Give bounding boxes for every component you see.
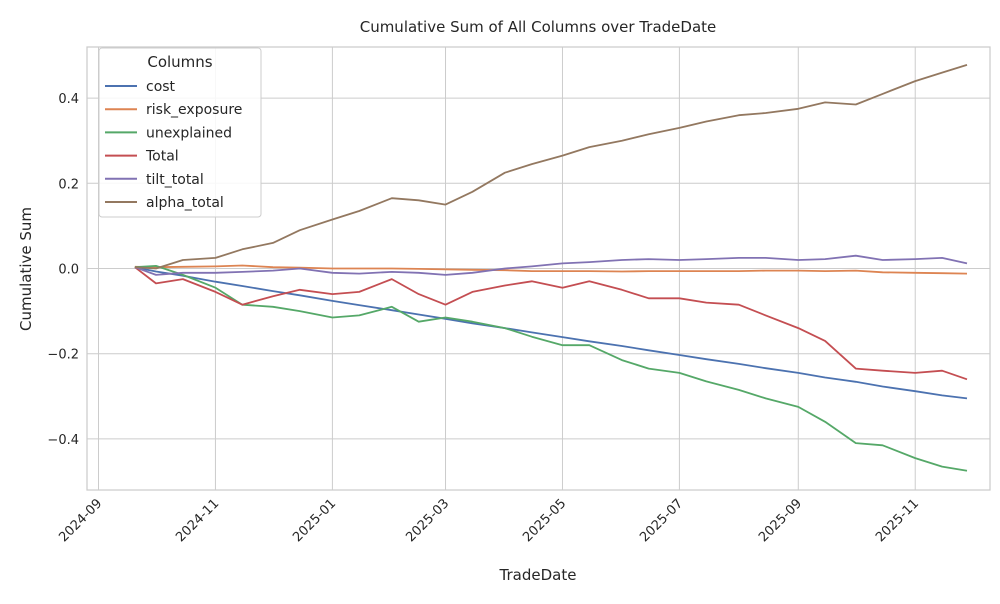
series-line-unexplained [134, 264, 968, 472]
x-tick-label: 2025-03 [403, 496, 452, 545]
x-tick-label: 2025-09 [756, 496, 805, 545]
legend-label: cost [146, 79, 176, 95]
legend-label: alpha_total [146, 195, 224, 211]
legend-label: risk_exposure [146, 102, 242, 118]
y-tick-label: −0.4 [47, 433, 79, 448]
legend: Columns cost risk_exposure unexplained Total… [98, 47, 262, 218]
series-lines [134, 64, 968, 472]
series-line-alpha-total [134, 64, 968, 270]
chart-title: Cumulative Sum of All Columns over Trade… [360, 18, 717, 36]
legend-label: tilt_total [146, 172, 204, 188]
x-tick-label: 2024-09 [56, 496, 105, 545]
legend-title: Columns [147, 53, 212, 71]
y-tick-label: 0.4 [58, 92, 79, 107]
x-tick-label: 2025-07 [637, 496, 686, 545]
series-line-total [134, 266, 968, 381]
series-line-risk-exposure [134, 264, 968, 275]
y-tick-label: 0.2 [58, 177, 79, 192]
x-tick-label: 2025-01 [290, 496, 339, 545]
plot-area-border [86, 46, 991, 491]
y-tick-label: 0.0 [58, 263, 79, 278]
x-axis-label: TradeDate [499, 566, 577, 584]
x-tick-label: 2025-05 [520, 496, 569, 545]
legend-box [98, 47, 262, 218]
series-line-cost [134, 266, 968, 400]
plot-frame [86, 46, 991, 491]
series-line-tilt-total [134, 254, 968, 276]
x-tick-label: 2024-11 [173, 496, 222, 545]
legend-label: Total [145, 149, 179, 165]
y-axis-label: Cumulative Sum [17, 207, 35, 331]
legend-label: unexplained [146, 125, 232, 141]
y-tick-label: −0.2 [47, 348, 79, 363]
x-tick-label: 2025-11 [873, 496, 922, 545]
